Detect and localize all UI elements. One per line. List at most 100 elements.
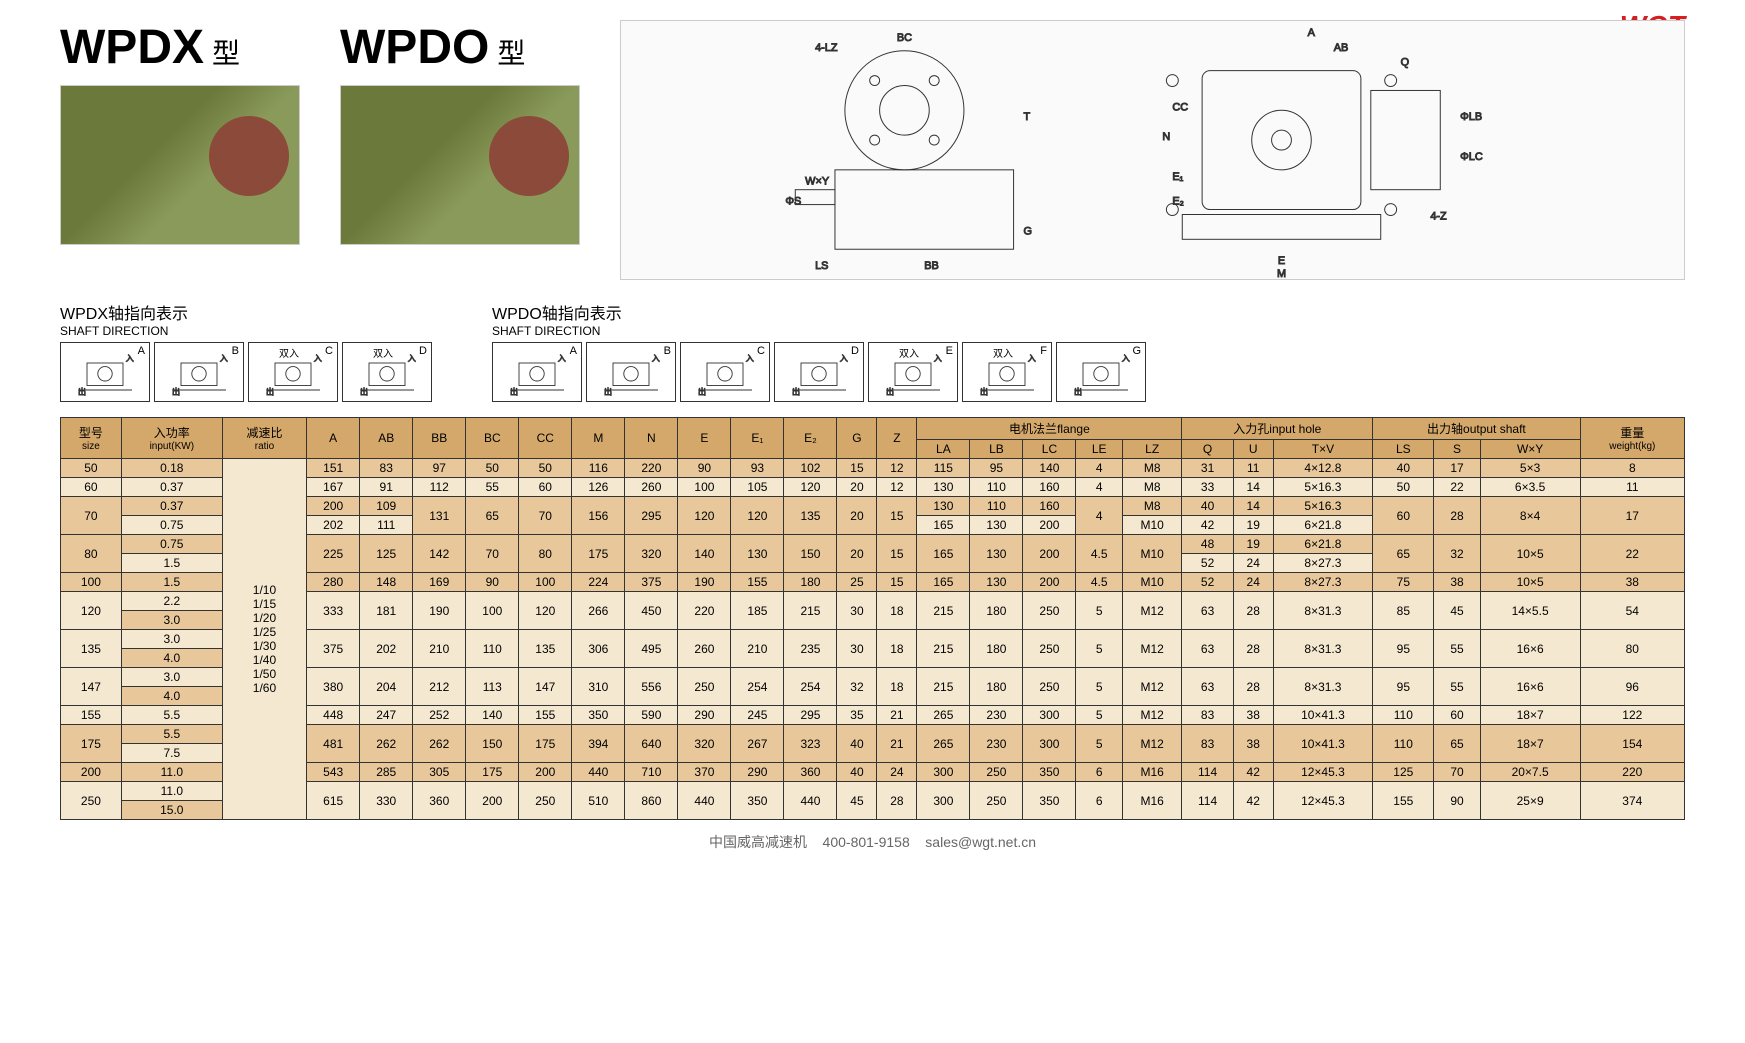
svg-text:入: 入 [840,354,848,363]
shaft-dir: B入出 [586,342,676,402]
shaft-dir: E双入入出 [868,342,958,402]
shaft-wpdo-en: SHAFT DIRECTION [492,324,1146,338]
svg-text:入: 入 [1122,354,1130,363]
shaft-dir: G入出 [1056,342,1146,402]
wpdx-image [60,85,300,245]
shaft-wpdx-en: SHAFT DIRECTION [60,324,432,338]
svg-text:出: 出 [698,387,706,397]
shaft-wpdo-cn: WPDO轴指向表示 [492,306,622,323]
shaft-dir: C入出 [680,342,770,402]
svg-text:M: M [1277,268,1286,279]
h-M: M [572,418,625,459]
h-size: 型号size [61,418,122,459]
svg-text:AB: AB [1334,42,1349,54]
svg-text:N: N [1162,131,1170,143]
h-BC: BC [466,418,519,459]
h-S: S [1434,440,1480,459]
shaft-wpdx-title: WPDX轴指向表示 SHAFT DIRECTION [60,300,432,338]
shaft-dir: A入出 [492,342,582,402]
svg-text:W×Y: W×Y [805,176,830,188]
h-E: E [678,418,731,459]
h-Z: Z [877,418,917,459]
svg-text:E₂: E₂ [1172,196,1184,208]
h-LS: LS [1373,440,1434,459]
svg-text:入: 入 [126,354,134,363]
footer: 中国威高减速机 400-801-9158 sales@wgt.net.cn [60,832,1685,852]
h-outputshaft: 出力轴output shaft [1373,418,1580,440]
h-LE: LE [1076,440,1122,459]
h-flange: 电机法兰flange [917,418,1182,440]
h-N: N [625,418,678,459]
svg-text:E: E [1278,255,1285,267]
h-A: A [307,418,360,459]
wpdo-title: WPDO 型 [340,20,525,75]
h-LB: LB [970,440,1023,459]
wpdo-suffix: 型 [497,38,525,69]
svg-text:ΦS: ΦS [785,196,801,208]
svg-text:T: T [1024,111,1031,123]
h-ratio: 减速比ratio [222,418,306,459]
h-G: G [837,418,877,459]
svg-text:BB: BB [924,260,939,272]
footer-phone: 400-801-9158 [823,834,910,850]
shaft-section: WPDX轴指向表示 SHAFT DIRECTION A入出B入出C双入入出D双入… [60,300,1685,402]
shaft-dir: C双入入出 [248,342,338,402]
shaft-dir: F双入入出 [962,342,1052,402]
model-wpdx: WPDX型 [60,20,300,245]
h-CC: CC [519,418,572,459]
svg-text:A: A [1308,27,1316,39]
svg-text:出: 出 [266,387,274,397]
wpdx-suffix: 型 [212,38,240,69]
svg-text:G: G [1024,225,1032,237]
h-LZ: LZ [1122,440,1182,459]
svg-text:入: 入 [408,354,416,363]
shaft-dir: D入出 [774,342,864,402]
table-body: 500.181/10 1/15 1/20 1/25 1/30 1/40 1/50… [61,459,1685,820]
model-wpdo: WPDO 型 [340,20,580,245]
h-LA: LA [917,440,970,459]
h-E1: E₁ [731,418,784,459]
svg-text:出: 出 [1074,387,1082,397]
shaft-wpdx: WPDX轴指向表示 SHAFT DIRECTION A入出B入出C双入入出D双入… [60,300,432,402]
svg-text:出: 出 [980,387,988,397]
technical-drawing: BC 4-LZ W×Y ΦS LS BB G T A AB Q ΦLB ΦLC … [620,20,1685,280]
h-U: U [1233,440,1273,459]
h-inputhole: 入力孔input hole [1182,418,1373,440]
header-row: WPDX型 WPDO型 BC 4-LZ W×Y ΦS LS BB G T [60,20,1685,280]
svg-text:入: 入 [934,354,942,363]
svg-text:Q: Q [1401,57,1409,69]
svg-text:入: 入 [746,354,754,363]
wpdx-title: WPDX型 [60,20,240,75]
svg-text:出: 出 [78,387,86,397]
svg-text:LS: LS [815,260,828,272]
svg-text:4-Z: 4-Z [1430,210,1447,222]
h-TxV: T×V [1273,440,1373,459]
h-BB: BB [413,418,466,459]
svg-text:出: 出 [172,387,180,397]
h-weight: 重量weight(kg) [1580,418,1684,459]
shaft-dir: A入出 [60,342,150,402]
h-LC: LC [1023,440,1076,459]
spec-table: 型号size 入功率input(KW) 减速比ratio A AB BB BC … [60,417,1685,820]
svg-text:入: 入 [558,354,566,363]
table-row: 500.181/10 1/15 1/20 1/25 1/30 1/40 1/50… [61,459,1685,478]
svg-text:CC: CC [1172,101,1188,113]
shaft-wpdx-dirs: A入出B入出C双入入出D双入入出 [60,342,432,402]
wpdo-name: WPDO [340,21,489,74]
svg-text:ΦLB: ΦLB [1460,111,1482,123]
svg-text:出: 出 [360,387,368,397]
footer-company: 中国威高减速机 [709,834,807,850]
shaft-wpdo: WPDO轴指向表示 SHAFT DIRECTION A入出B入出C入出D入出E双… [492,300,1146,402]
svg-text:4-LZ: 4-LZ [815,42,838,54]
h-input: 入功率input(KW) [121,418,222,459]
svg-text:出: 出 [510,387,518,397]
svg-text:入: 入 [220,354,228,363]
shaft-dir: D双入入出 [342,342,432,402]
wpdo-image [340,85,580,245]
shaft-dir: B入出 [154,342,244,402]
h-AB: AB [360,418,413,459]
svg-text:入: 入 [1028,354,1036,363]
h-Q: Q [1182,440,1233,459]
table-head: 型号size 入功率input(KW) 减速比ratio A AB BB BC … [61,418,1685,459]
shaft-wpdo-dirs: A入出B入出C入出D入出E双入入出F双入入出G入出 [492,342,1146,402]
